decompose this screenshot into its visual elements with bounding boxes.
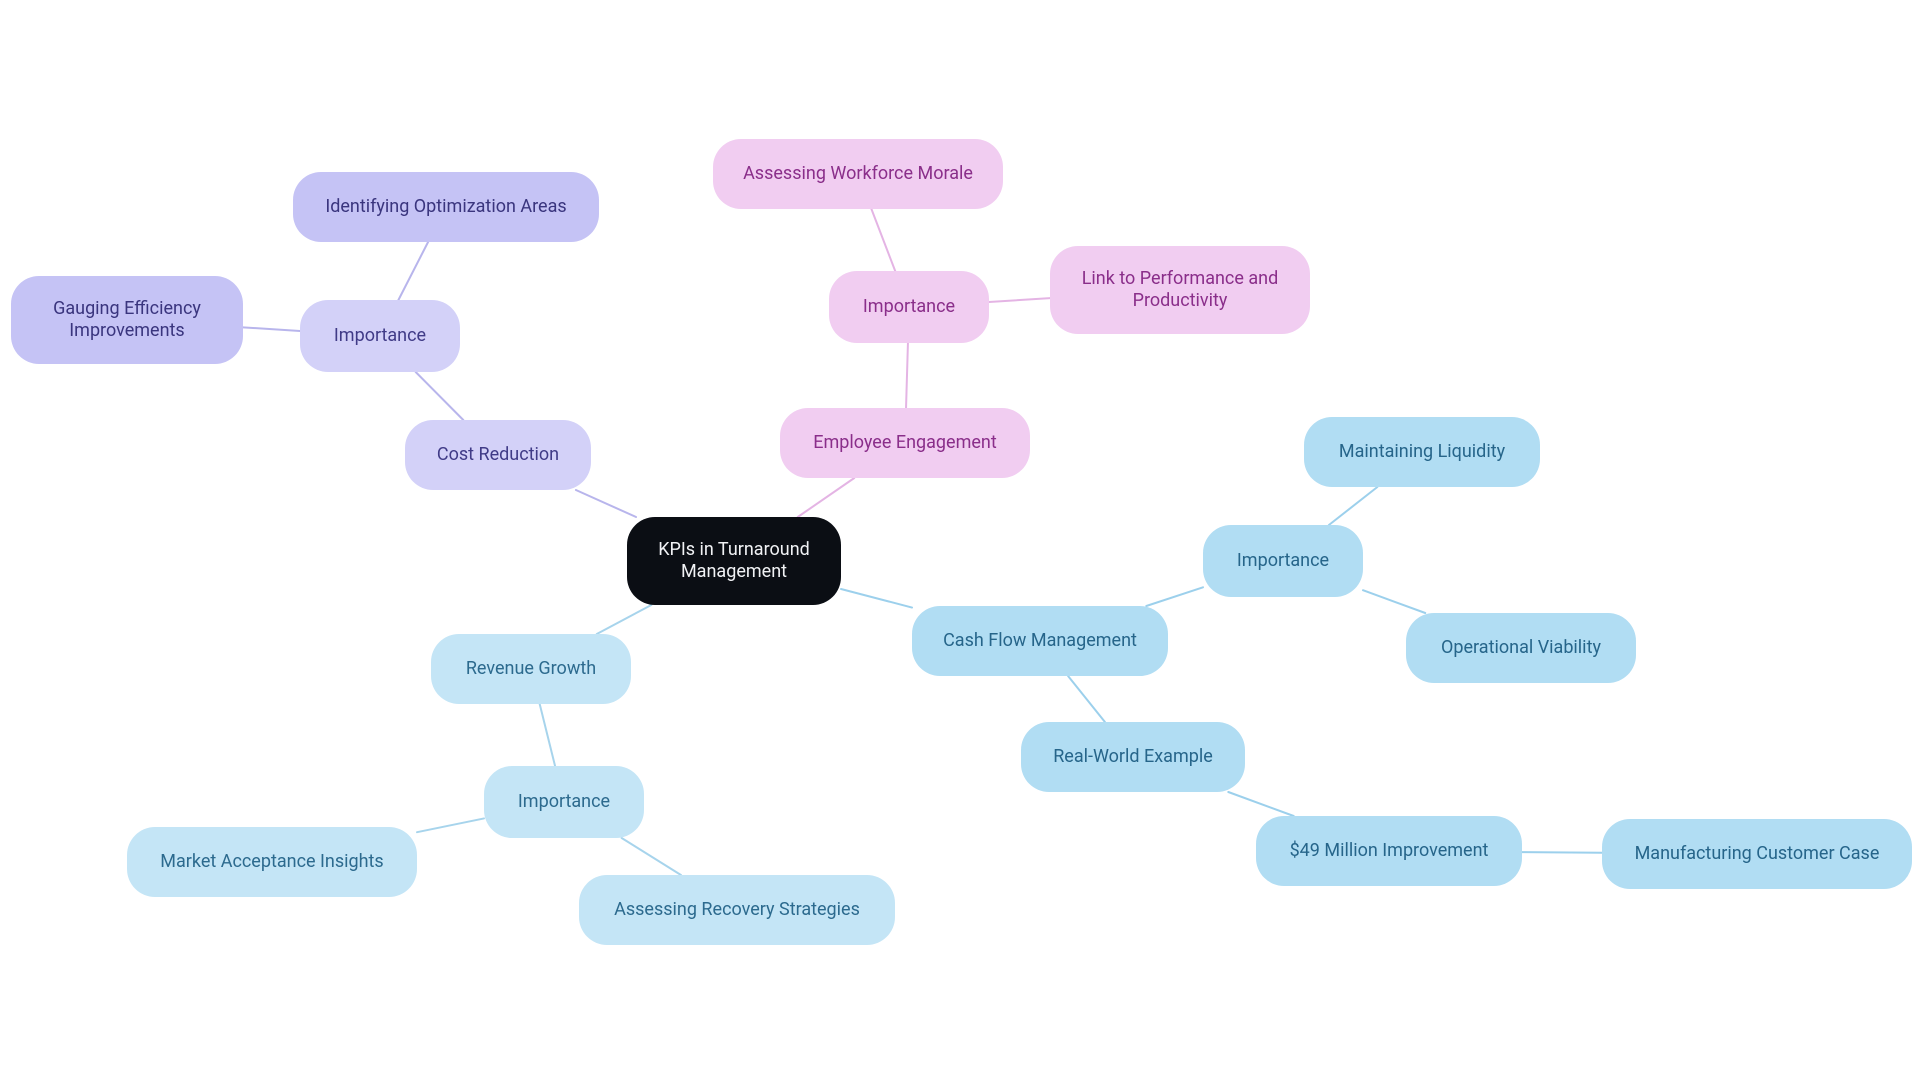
node-cash_case: Manufacturing Customer Case bbox=[1602, 819, 1912, 889]
edge bbox=[1329, 487, 1377, 525]
node-cost_opt: Identifying Optimization Areas bbox=[293, 172, 599, 242]
node-cash_ex: Real-World Example bbox=[1021, 722, 1245, 792]
node-emp_morale: Assessing Workforce Morale bbox=[713, 139, 1003, 209]
node-rev: Revenue Growth bbox=[431, 634, 631, 704]
node-label: Cost Reduction bbox=[437, 444, 559, 467]
node-label: Assessing Recovery Strategies bbox=[614, 899, 860, 922]
edge bbox=[417, 818, 484, 832]
edge bbox=[622, 838, 681, 875]
node-cash_49: $49 Million Improvement bbox=[1256, 816, 1522, 886]
edge bbox=[798, 478, 855, 517]
node-label: Assessing Workforce Morale bbox=[743, 163, 973, 186]
edge bbox=[540, 704, 555, 766]
node-rev_imp: Importance bbox=[484, 766, 644, 838]
node-cash: Cash Flow Management bbox=[912, 606, 1168, 676]
node-label: KPIs in Turnaround Management bbox=[647, 539, 821, 584]
node-label: Revenue Growth bbox=[466, 658, 596, 681]
edge bbox=[1146, 587, 1203, 606]
node-label: Link to Performance and Productivity bbox=[1070, 268, 1290, 313]
edge bbox=[416, 372, 464, 420]
node-emp_imp: Importance bbox=[829, 271, 989, 343]
node-cash_imp: Importance bbox=[1203, 525, 1363, 597]
node-root: KPIs in Turnaround Management bbox=[627, 517, 841, 605]
node-label: Market Acceptance Insights bbox=[160, 851, 383, 874]
edge bbox=[841, 589, 912, 608]
node-cost_eff: Gauging Efficiency Improvements bbox=[11, 276, 243, 364]
edge bbox=[243, 327, 300, 331]
edge bbox=[1363, 590, 1425, 613]
edge bbox=[1228, 792, 1293, 816]
node-rev_market: Market Acceptance Insights bbox=[127, 827, 417, 897]
node-label: Operational Viability bbox=[1441, 637, 1601, 660]
node-cash_liq: Maintaining Liquidity bbox=[1304, 417, 1540, 487]
node-label: Importance bbox=[1237, 550, 1329, 573]
node-label: Maintaining Liquidity bbox=[1339, 441, 1505, 464]
edge bbox=[398, 242, 428, 300]
node-cash_via: Operational Viability bbox=[1406, 613, 1636, 683]
node-cost_imp: Importance bbox=[300, 300, 460, 372]
edge bbox=[989, 298, 1050, 302]
node-emp: Employee Engagement bbox=[780, 408, 1030, 478]
node-label: Identifying Optimization Areas bbox=[325, 196, 566, 219]
node-label: Importance bbox=[863, 296, 955, 319]
node-cost: Cost Reduction bbox=[405, 420, 591, 490]
node-label: Employee Engagement bbox=[813, 432, 996, 455]
node-label: Gauging Efficiency Improvements bbox=[31, 298, 223, 343]
node-label: Importance bbox=[518, 791, 610, 814]
edge bbox=[871, 209, 895, 271]
node-label: Importance bbox=[334, 325, 426, 348]
node-label: Cash Flow Management bbox=[943, 630, 1137, 653]
node-label: Real-World Example bbox=[1053, 746, 1213, 769]
edge bbox=[1068, 676, 1105, 722]
edge bbox=[906, 343, 908, 408]
edge bbox=[597, 605, 652, 634]
node-label: $49 Million Improvement bbox=[1290, 840, 1489, 863]
node-label: Manufacturing Customer Case bbox=[1635, 843, 1880, 866]
edge bbox=[1522, 852, 1602, 853]
edge bbox=[576, 490, 636, 517]
node-rev_recov: Assessing Recovery Strategies bbox=[579, 875, 895, 945]
mindmap-canvas: KPIs in Turnaround Management Cost Reduct… bbox=[0, 0, 1920, 1083]
node-emp_perf: Link to Performance and Productivity bbox=[1050, 246, 1310, 334]
